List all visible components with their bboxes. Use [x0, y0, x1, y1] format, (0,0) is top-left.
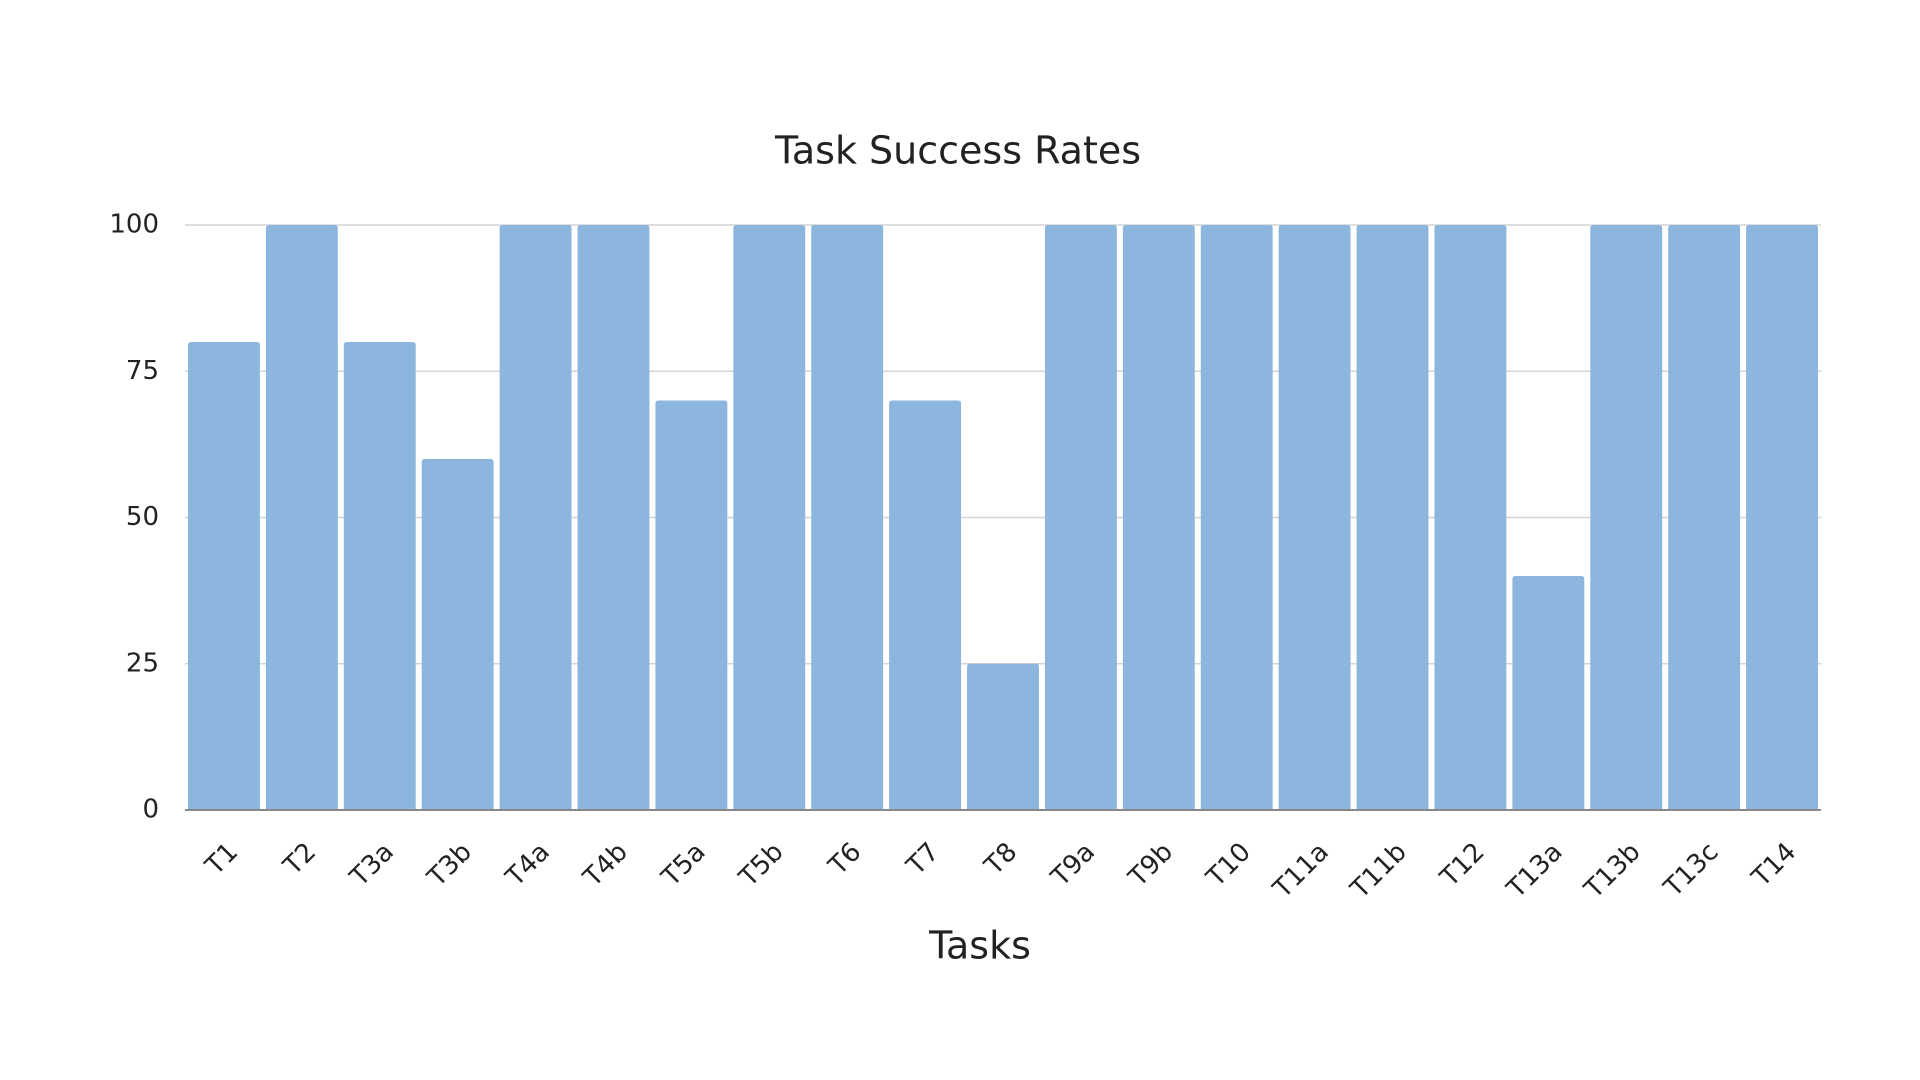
bar — [421, 459, 494, 810]
bar — [265, 225, 338, 810]
bar — [811, 225, 884, 810]
bar — [343, 342, 416, 810]
y-tick-label: 100 — [109, 210, 159, 240]
bar — [1122, 225, 1195, 810]
bar — [733, 225, 806, 810]
bar — [889, 400, 962, 810]
y-tick-label: 0 — [142, 795, 159, 825]
bar — [967, 663, 1039, 810]
bar — [1512, 576, 1585, 810]
bar — [1746, 225, 1818, 810]
bar — [1200, 225, 1273, 810]
x-axis-label: Tasks — [928, 924, 1031, 968]
bar — [1590, 225, 1663, 810]
bar — [1044, 225, 1117, 810]
bar — [655, 400, 728, 810]
y-tick-label: 25 — [126, 648, 159, 678]
bar — [499, 225, 572, 810]
chart-title: Task Success Rates — [774, 129, 1141, 173]
bar — [1434, 225, 1507, 810]
y-tick-label: 50 — [126, 502, 159, 532]
bar — [1356, 225, 1429, 810]
bar — [188, 342, 260, 810]
y-tick-label: 75 — [126, 356, 159, 386]
bar — [1668, 225, 1741, 810]
bar — [1278, 225, 1351, 810]
bar — [577, 225, 650, 810]
